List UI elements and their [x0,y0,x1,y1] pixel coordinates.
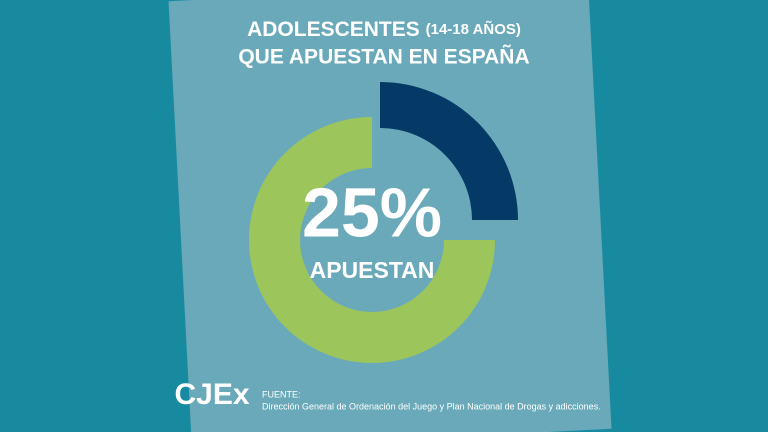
panel [168,0,612,432]
category-label: APUESTAN [310,257,435,283]
source-label: FUENTE: [262,389,301,399]
donut: 25% APUESTAN [249,82,518,363]
chart-subtitle: QUE APUESTAN EN ESPAÑA [238,46,529,69]
title-main: ADOLESCENTES [247,18,420,41]
title-note: (14-18 AÑOS) [426,20,521,38]
source: Dirección General de Ordenación del Jueg… [262,401,601,411]
logo: CJEx [174,378,249,411]
donut-segment [380,82,518,220]
value-label: 25% [302,173,442,251]
donut-segment [249,117,495,363]
chart-title: ADOLESCENTES (14-18 AÑOS) [247,18,521,41]
